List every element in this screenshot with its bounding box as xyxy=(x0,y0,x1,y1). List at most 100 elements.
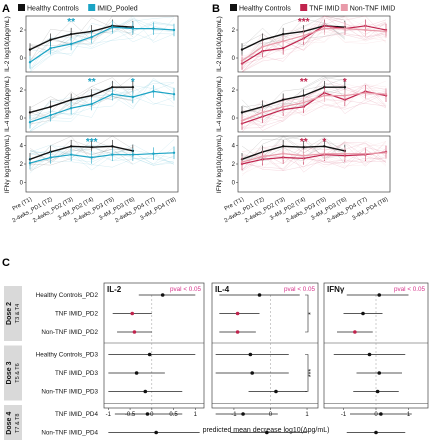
individual-trajectory xyxy=(241,15,387,66)
individual-trajectory xyxy=(29,90,133,120)
estimate-point xyxy=(143,389,148,394)
data-point xyxy=(69,153,73,156)
data-point xyxy=(90,35,93,39)
series-line xyxy=(29,25,133,51)
forest-title: IFNγ xyxy=(327,285,345,294)
individual-trajectory xyxy=(241,147,387,162)
data-point xyxy=(152,152,155,155)
data-point xyxy=(131,27,135,30)
individual-trajectory xyxy=(29,23,175,73)
data-point xyxy=(261,45,264,48)
individual-trajectory xyxy=(241,135,345,161)
data-point xyxy=(49,38,52,41)
data-point xyxy=(49,114,52,117)
x-tick-label: -1 xyxy=(231,412,237,418)
forest-title: IL-2 xyxy=(107,285,122,294)
series-line xyxy=(29,152,175,164)
data-point xyxy=(323,27,326,30)
data-point xyxy=(90,156,93,159)
row-label: TNF IMID_PD2 xyxy=(55,311,99,318)
forest-frame xyxy=(323,282,429,409)
pval-label: pval < 0.05 xyxy=(170,286,201,293)
individual-trajectory xyxy=(241,147,387,175)
individual-trajectory xyxy=(29,86,175,133)
y-tick-label: 2 xyxy=(20,88,24,94)
individual-trajectory xyxy=(241,97,387,127)
data-point xyxy=(28,48,32,51)
individual-trajectory xyxy=(241,22,387,53)
data-point xyxy=(384,93,388,96)
significance-mark: *** xyxy=(86,137,98,148)
estimate-point xyxy=(367,352,372,357)
significance-mark: ** xyxy=(88,77,96,88)
individual-trajectory xyxy=(29,85,175,117)
individual-trajectory xyxy=(241,141,387,165)
data-point xyxy=(131,95,135,99)
y-tick-label: 2 xyxy=(232,162,236,168)
data-point xyxy=(90,94,93,97)
data-point xyxy=(111,145,114,148)
data-point xyxy=(90,102,93,106)
individual-trajectory xyxy=(241,77,345,113)
dose-timepoints: T7 & T8 xyxy=(15,414,21,433)
subplot-frame xyxy=(25,135,179,193)
estimate-point xyxy=(377,371,382,375)
series-line xyxy=(241,28,387,62)
individual-trajectory xyxy=(241,19,387,57)
data-point xyxy=(323,145,326,148)
dose-label: Dose 2 xyxy=(6,302,13,325)
dose-group-band xyxy=(4,345,22,401)
y-axis-label: IL-4 log10(Δpg/mL) xyxy=(216,76,223,132)
individual-trajectory xyxy=(29,85,133,109)
dose-timepoints: T3 & T4 xyxy=(15,304,21,323)
individual-trajectory xyxy=(241,142,387,168)
y-tick-label: 0 xyxy=(232,181,236,187)
data-point xyxy=(364,152,367,155)
data-point xyxy=(302,94,305,97)
x-axis-label: predicted mean decrease log10(Δpg/mL) xyxy=(203,427,330,434)
row-label: Non-TNF IMID_PD4 xyxy=(41,430,98,437)
significance-mark: ** xyxy=(300,77,308,88)
individual-trajectory xyxy=(241,92,387,129)
data-point xyxy=(281,47,285,50)
x-tick-label: -1 xyxy=(341,412,347,418)
y-tick-label: 2 xyxy=(232,88,236,94)
estimate-point xyxy=(130,311,135,316)
individual-trajectory xyxy=(30,153,175,171)
data-point xyxy=(343,152,347,155)
individual-trajectory xyxy=(241,84,387,123)
x-tick-label: 0.5 xyxy=(169,412,178,418)
data-point xyxy=(28,61,32,64)
y-tick-label: 4 xyxy=(20,143,24,149)
data-point xyxy=(111,93,114,96)
significance-mark: *** xyxy=(298,17,310,28)
data-point xyxy=(302,101,305,104)
estimate-point xyxy=(353,330,357,334)
y-axis-label: IL-4 log10(Δpg/mL) xyxy=(4,76,11,132)
individual-trajectory xyxy=(241,15,387,73)
data-point xyxy=(343,86,347,89)
series-line xyxy=(241,86,345,114)
individual-trajectory xyxy=(241,84,387,129)
individual-trajectory xyxy=(29,147,134,165)
series-line xyxy=(29,90,175,123)
individual-trajectory xyxy=(241,142,387,164)
legend-swatch xyxy=(340,4,348,11)
data-point xyxy=(343,27,347,30)
data-point xyxy=(364,91,367,95)
data-point xyxy=(69,33,73,36)
estimate-point xyxy=(361,311,365,316)
data-point xyxy=(69,98,73,102)
legend-label: IMID_Pooled xyxy=(97,6,138,13)
data-point xyxy=(111,26,114,29)
dose-label: Dose 4 xyxy=(6,412,13,435)
estimate-point xyxy=(241,412,245,416)
subplot-frame xyxy=(25,15,179,73)
estimate-point xyxy=(160,293,165,297)
legend-swatch xyxy=(230,4,237,11)
data-point xyxy=(28,121,32,124)
series-line xyxy=(241,145,346,160)
data-point xyxy=(364,28,367,32)
individual-trajectory xyxy=(241,87,345,120)
individual-trajectory xyxy=(29,139,175,168)
